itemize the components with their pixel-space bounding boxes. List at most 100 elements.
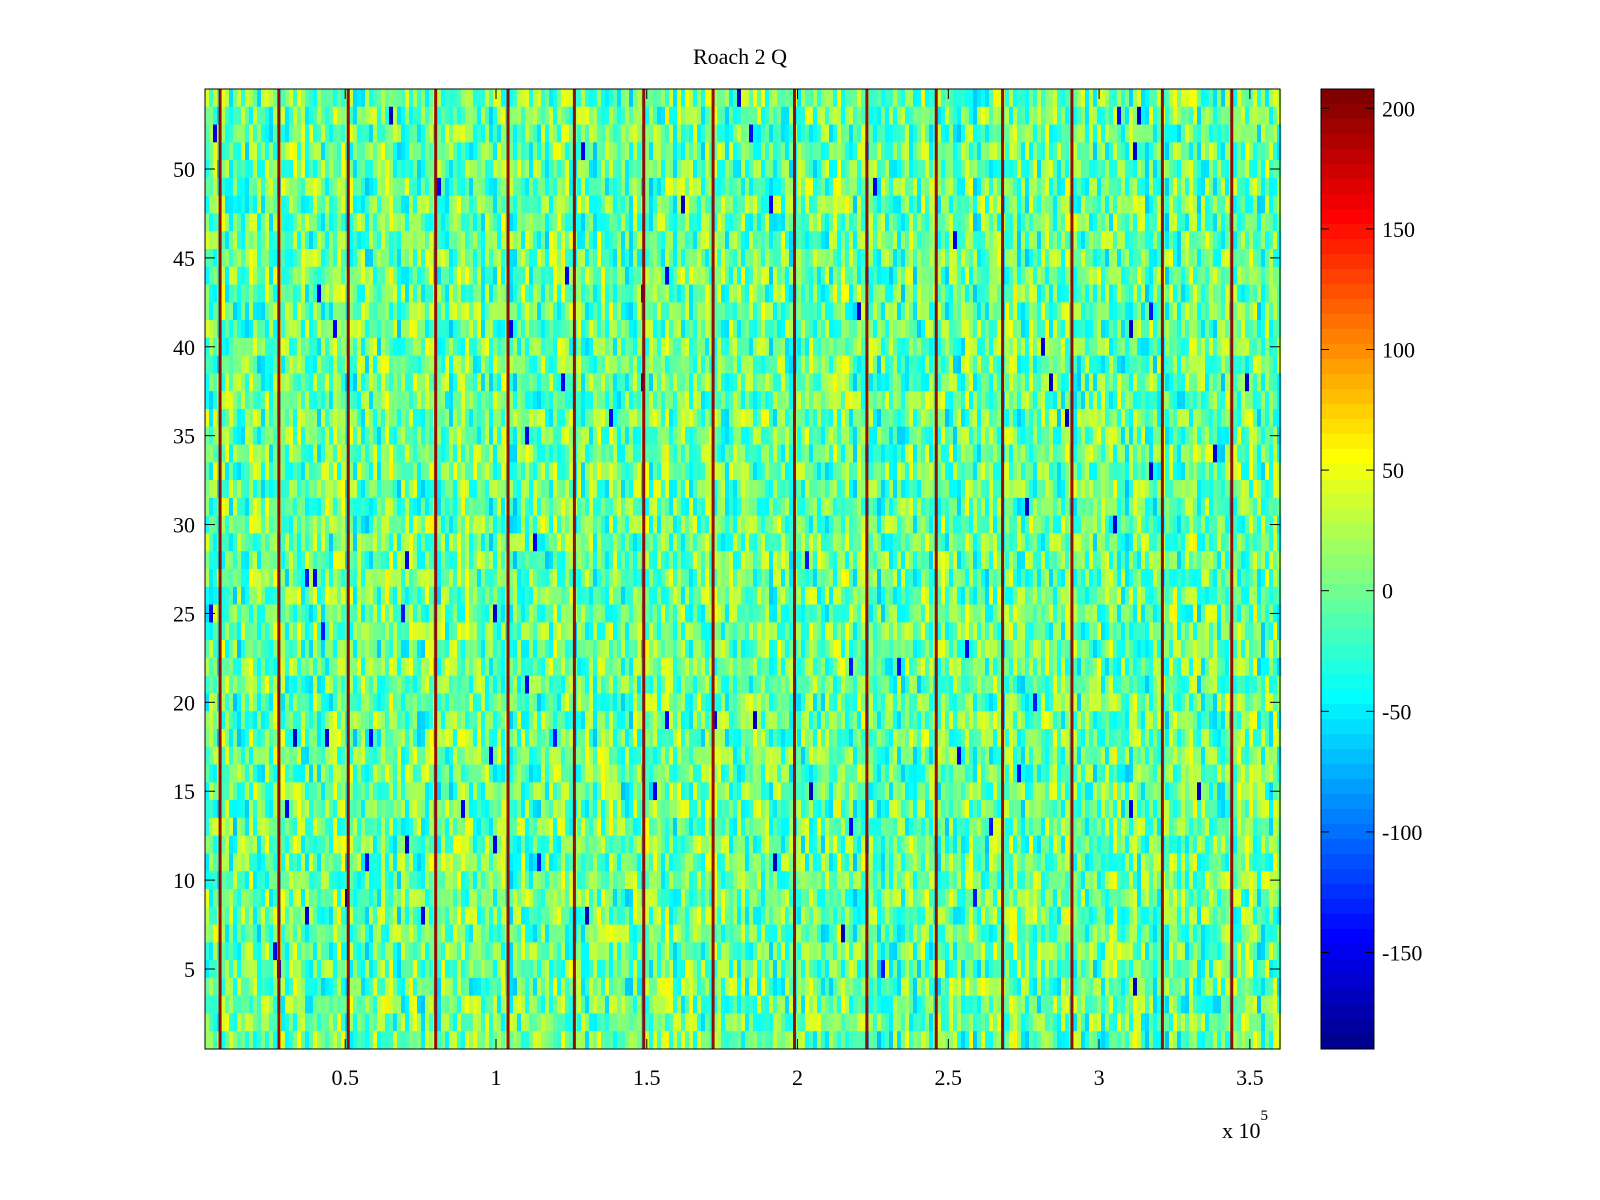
heatmap-cell [565, 657, 570, 676]
heatmap-cell [349, 426, 354, 445]
heatmap-cell [405, 817, 410, 836]
heatmap-cell [517, 782, 522, 801]
heatmap-cell [401, 355, 406, 374]
heatmap-cell [257, 533, 262, 552]
heatmap-cell [517, 480, 522, 499]
heatmap-cell [477, 355, 482, 374]
heatmap-cell [245, 675, 250, 694]
heatmap-cell [369, 711, 374, 730]
heatmap-cell [269, 337, 274, 356]
heatmap-cell [341, 106, 346, 125]
heatmap-cell [365, 249, 370, 268]
heatmap-cell [221, 853, 226, 872]
heatmap-cell [537, 586, 542, 605]
heatmap-cell [501, 640, 506, 659]
heatmap-cell [341, 711, 346, 730]
heatmap-cell [361, 960, 366, 979]
heatmap-cell [509, 515, 514, 534]
heatmap-cell [417, 657, 422, 676]
heatmap-cell [449, 391, 454, 410]
heatmap-cell [249, 106, 254, 125]
heatmap-cell [257, 729, 262, 748]
heatmap-cell [373, 409, 378, 428]
heatmap-cell [253, 160, 258, 179]
heatmap-cell [273, 355, 278, 374]
heatmap-cell [273, 497, 278, 516]
heatmap-cell [321, 782, 326, 801]
heatmap-cell [285, 177, 290, 196]
heatmap-cell [281, 89, 286, 108]
heatmap-cell [233, 889, 238, 908]
heatmap-cell [397, 1013, 402, 1032]
heatmap-cell [497, 1013, 502, 1032]
heatmap-cell [489, 124, 494, 143]
heatmap-cell [525, 160, 530, 179]
heatmap-cell [329, 266, 334, 285]
heatmap-cell [457, 213, 462, 232]
heatmap-cell [533, 320, 538, 339]
heatmap-cell [437, 924, 442, 943]
heatmap-cell [317, 871, 322, 890]
heatmap-cell [237, 355, 242, 374]
heatmap-cell [421, 266, 426, 285]
heatmap-cell [333, 213, 338, 232]
heatmap-cell [357, 569, 362, 588]
heatmap-cell [289, 462, 294, 481]
heatmap-cell [553, 444, 558, 463]
heatmap-cell [501, 142, 506, 161]
heatmap-cell [429, 497, 434, 516]
heatmap-cell [369, 249, 374, 268]
heatmap-cell [473, 142, 478, 161]
heatmap-cell [237, 195, 242, 214]
heatmap-cell [449, 711, 454, 730]
heatmap-cell [225, 337, 230, 356]
heatmap-cell [249, 924, 254, 943]
heatmap-cell [441, 711, 446, 730]
heatmap-cell [325, 586, 330, 605]
heatmap-cell [305, 604, 310, 623]
heatmap-cell [393, 1031, 398, 1050]
heatmap-cell [481, 889, 486, 908]
heatmap-cell [273, 853, 278, 872]
heatmap-cell [549, 1013, 554, 1032]
heatmap-cell [341, 586, 346, 605]
heatmap-cell [301, 177, 306, 196]
heatmap-cell [317, 337, 322, 356]
heatmap-cell [325, 177, 330, 196]
heatmap-cell [501, 835, 506, 854]
heatmap-cell [461, 89, 466, 108]
heatmap-cell [557, 515, 562, 534]
heatmap-cell [353, 266, 358, 285]
heatmap-cell [337, 729, 342, 748]
heatmap-cell [361, 337, 366, 356]
heatmap-cell [473, 266, 478, 285]
heatmap-cell [425, 106, 430, 125]
heatmap-cell [305, 924, 310, 943]
heatmap-cell [349, 711, 354, 730]
heatmap-cell [457, 320, 462, 339]
heatmap-cell [517, 213, 522, 232]
heatmap-cell [417, 213, 422, 232]
heatmap-cell [261, 142, 266, 161]
heatmap-cell [269, 426, 274, 445]
heatmap-cell [329, 604, 334, 623]
heatmap-cell [325, 622, 330, 641]
heatmap-cell [369, 444, 374, 463]
heatmap-cell [565, 977, 570, 996]
heatmap-cell [289, 213, 294, 232]
heatmap-cell [477, 337, 482, 356]
heatmap-cell [441, 942, 446, 961]
heatmap-cell [429, 942, 434, 961]
heatmap-cell [341, 533, 346, 552]
heatmap-cell [377, 249, 382, 268]
heatmap-cell [325, 995, 330, 1014]
heatmap-cell [293, 515, 298, 534]
heatmap-cell [413, 462, 418, 481]
heatmap-cell [321, 729, 326, 748]
heatmap-cell [405, 124, 410, 143]
heatmap-cell [369, 693, 374, 712]
heatmap-cell [341, 213, 346, 232]
heatmap-cell [233, 746, 238, 765]
heatmap-cell [569, 622, 574, 641]
heatmap-cell [281, 711, 286, 730]
